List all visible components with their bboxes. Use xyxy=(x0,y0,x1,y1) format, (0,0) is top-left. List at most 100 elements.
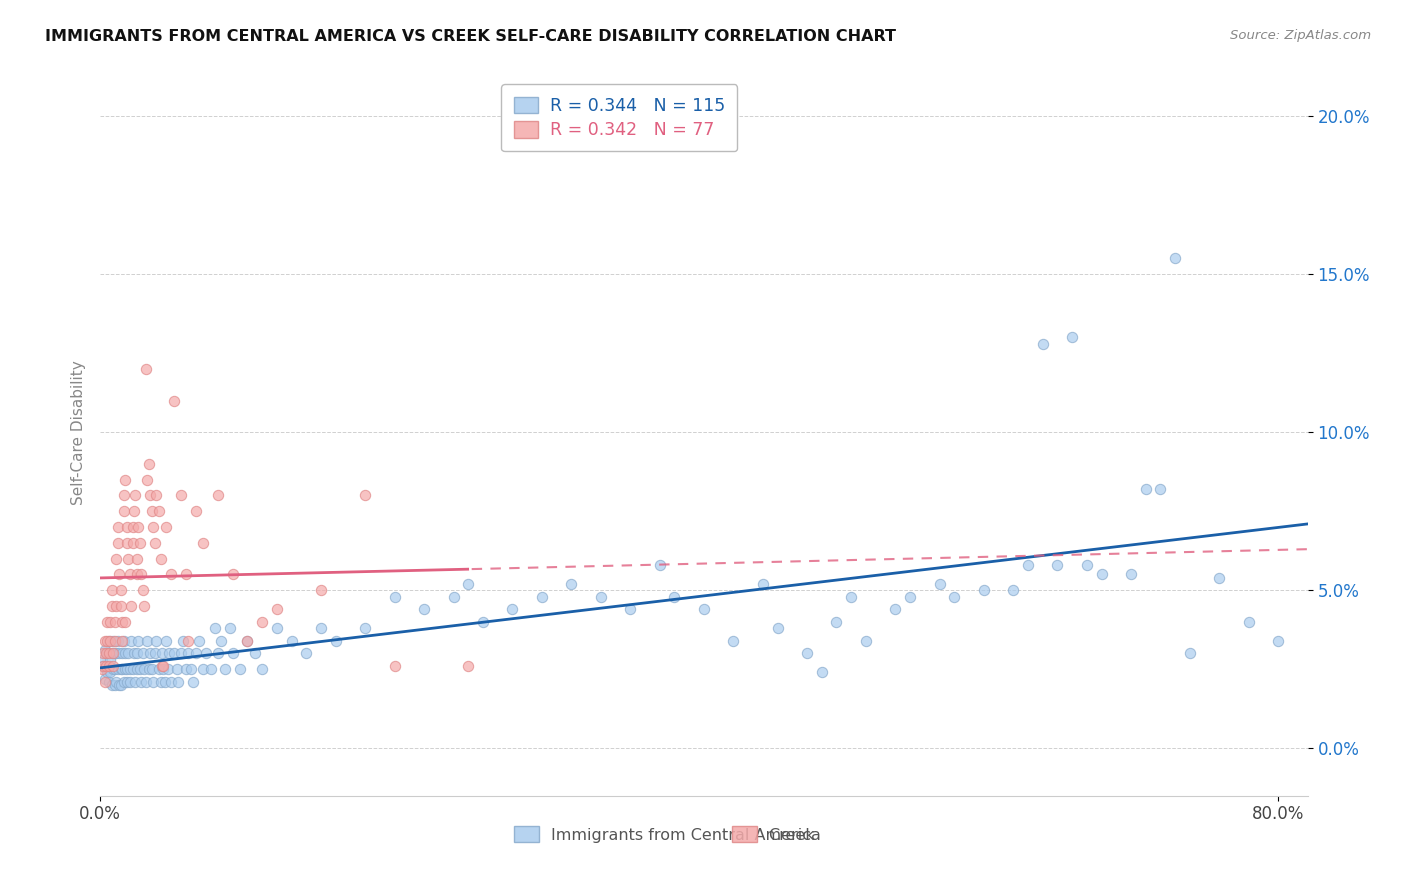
Point xyxy=(149,674,172,689)
Point xyxy=(796,647,818,661)
Point xyxy=(159,674,181,689)
Point xyxy=(1017,558,1039,572)
Point xyxy=(121,662,143,676)
Point xyxy=(1208,571,1230,585)
Point xyxy=(91,659,114,673)
Point xyxy=(132,647,155,661)
Point xyxy=(132,583,155,598)
Text: Creek: Creek xyxy=(769,829,815,844)
Point xyxy=(110,583,132,598)
Point xyxy=(501,602,523,616)
Point xyxy=(167,674,190,689)
Point xyxy=(1032,336,1054,351)
Point xyxy=(93,643,115,657)
Point xyxy=(193,662,215,676)
Point xyxy=(105,647,128,661)
Point xyxy=(121,536,143,550)
Point xyxy=(110,599,132,613)
Point xyxy=(145,488,167,502)
Point xyxy=(155,520,177,534)
Point xyxy=(100,633,122,648)
Point xyxy=(172,633,194,648)
Point xyxy=(103,659,125,673)
Point xyxy=(266,602,288,616)
Point xyxy=(752,577,775,591)
Point xyxy=(115,536,138,550)
Point xyxy=(309,621,332,635)
Point xyxy=(105,599,128,613)
Point xyxy=(117,647,139,661)
Point xyxy=(1090,567,1112,582)
Point xyxy=(810,665,832,680)
Point xyxy=(973,583,995,598)
Point xyxy=(384,659,406,673)
Point xyxy=(138,662,160,676)
Point xyxy=(125,567,148,582)
Point xyxy=(112,674,135,689)
Point xyxy=(94,659,117,673)
Point xyxy=(97,633,120,648)
Point xyxy=(855,633,877,648)
Point xyxy=(97,659,120,673)
Point xyxy=(354,621,377,635)
Point xyxy=(135,674,157,689)
Point xyxy=(134,662,156,676)
Point xyxy=(166,662,188,676)
Point xyxy=(163,647,186,661)
Point xyxy=(108,647,131,661)
Point xyxy=(1119,567,1142,582)
Point xyxy=(108,567,131,582)
Point xyxy=(110,662,132,676)
Point xyxy=(96,665,118,680)
Point xyxy=(104,615,127,629)
Point xyxy=(1149,482,1171,496)
Point xyxy=(100,653,122,667)
Point xyxy=(354,488,377,502)
Point xyxy=(141,662,163,676)
Point xyxy=(443,590,465,604)
Point xyxy=(125,662,148,676)
Point xyxy=(839,590,862,604)
Point xyxy=(103,633,125,648)
Point xyxy=(1076,558,1098,572)
Point xyxy=(1237,615,1260,629)
Point xyxy=(184,647,207,661)
Point xyxy=(124,488,146,502)
Point xyxy=(1046,558,1069,572)
Point xyxy=(134,599,156,613)
Point xyxy=(90,653,112,667)
Point xyxy=(93,633,115,648)
Point xyxy=(114,647,136,661)
Point xyxy=(229,662,252,676)
Point xyxy=(101,599,124,613)
Text: Immigrants from Central America: Immigrants from Central America xyxy=(551,829,821,844)
Point xyxy=(530,590,553,604)
Point xyxy=(135,362,157,376)
Point xyxy=(139,488,162,502)
Point xyxy=(384,590,406,604)
Point xyxy=(118,674,141,689)
Point xyxy=(136,633,159,648)
Point xyxy=(560,577,582,591)
Point xyxy=(236,633,259,648)
Point xyxy=(150,647,173,661)
Point xyxy=(100,615,122,629)
Point xyxy=(148,662,170,676)
Point xyxy=(170,647,193,661)
Point xyxy=(91,659,114,673)
Point xyxy=(118,567,141,582)
Point xyxy=(122,504,145,518)
Legend: R = 0.344   N = 115, R = 0.342   N = 77: R = 0.344 N = 115, R = 0.342 N = 77 xyxy=(502,85,737,152)
Point xyxy=(96,615,118,629)
Point xyxy=(325,633,347,648)
Y-axis label: Self-Care Disability: Self-Care Disability xyxy=(72,359,86,505)
Point xyxy=(214,662,236,676)
Point xyxy=(104,678,127,692)
Point xyxy=(114,473,136,487)
Point xyxy=(120,599,142,613)
Text: IMMIGRANTS FROM CENTRAL AMERICA VS CREEK SELF-CARE DISABILITY CORRELATION CHART: IMMIGRANTS FROM CENTRAL AMERICA VS CREEK… xyxy=(45,29,896,44)
Point xyxy=(105,551,128,566)
Point xyxy=(115,520,138,534)
Point xyxy=(125,551,148,566)
Point xyxy=(193,536,215,550)
